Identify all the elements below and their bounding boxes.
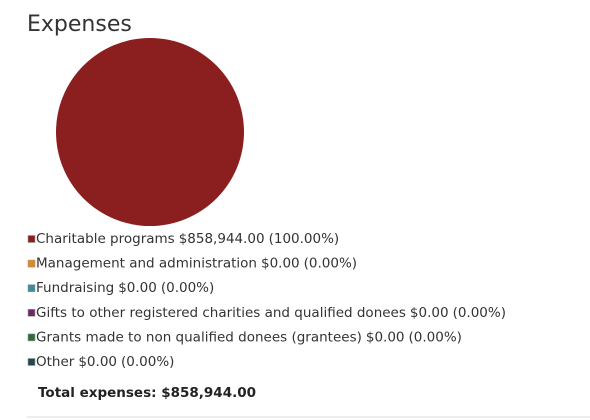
legend-value: $0.00 [261,256,300,272]
legend-percent: (0.00%) [409,329,462,345]
legend-swatch [27,308,36,317]
legend-percent: (100.00%) [269,231,340,247]
legend-category: Grants made to non qualified donees (gra… [36,329,362,345]
legend-category: Other [36,354,75,370]
chart-title: Expenses [27,12,132,37]
legend-entry: Management and administration $0.00 (0.00%… [36,256,357,272]
legend-entry: Gifts to other registered charities and … [36,305,506,321]
legend-value: $0.00 [410,305,449,321]
legend-value: $0.00 [118,280,157,296]
total-expenses: Total expenses: $858,944.00 [38,385,256,401]
legend-percent: (0.00%) [304,256,357,272]
legend-category: Fundraising [36,280,114,296]
legend-swatch [27,235,36,243]
pie-slice [56,38,244,226]
legend-category: Gifts to other registered charities and … [36,305,406,321]
legend-percent: (0.00%) [161,280,214,296]
legend-swatch [27,333,36,342]
legend-entry: Fundraising $0.00 (0.00%) [36,280,214,296]
legend-category: Charitable programs [36,231,175,247]
legend-entry: Grants made to non qualified donees (gra… [36,329,462,345]
legend-entry: Other $0.00 (0.00%) [36,354,174,370]
legend-percent: (0.00%) [121,354,174,370]
legend-value: $858,944.00 [179,231,265,247]
legend-swatch [27,259,36,268]
legend-category: Management and administration [36,256,257,272]
legend-percent: (0.00%) [453,305,506,321]
legend-value: $0.00 [366,329,405,345]
legend-value: $0.00 [78,354,117,370]
legend-entry: Charitable programs $858,944.00 (100.00%) [36,231,339,247]
legend-swatch [27,358,36,366]
legend-swatch [27,284,36,293]
